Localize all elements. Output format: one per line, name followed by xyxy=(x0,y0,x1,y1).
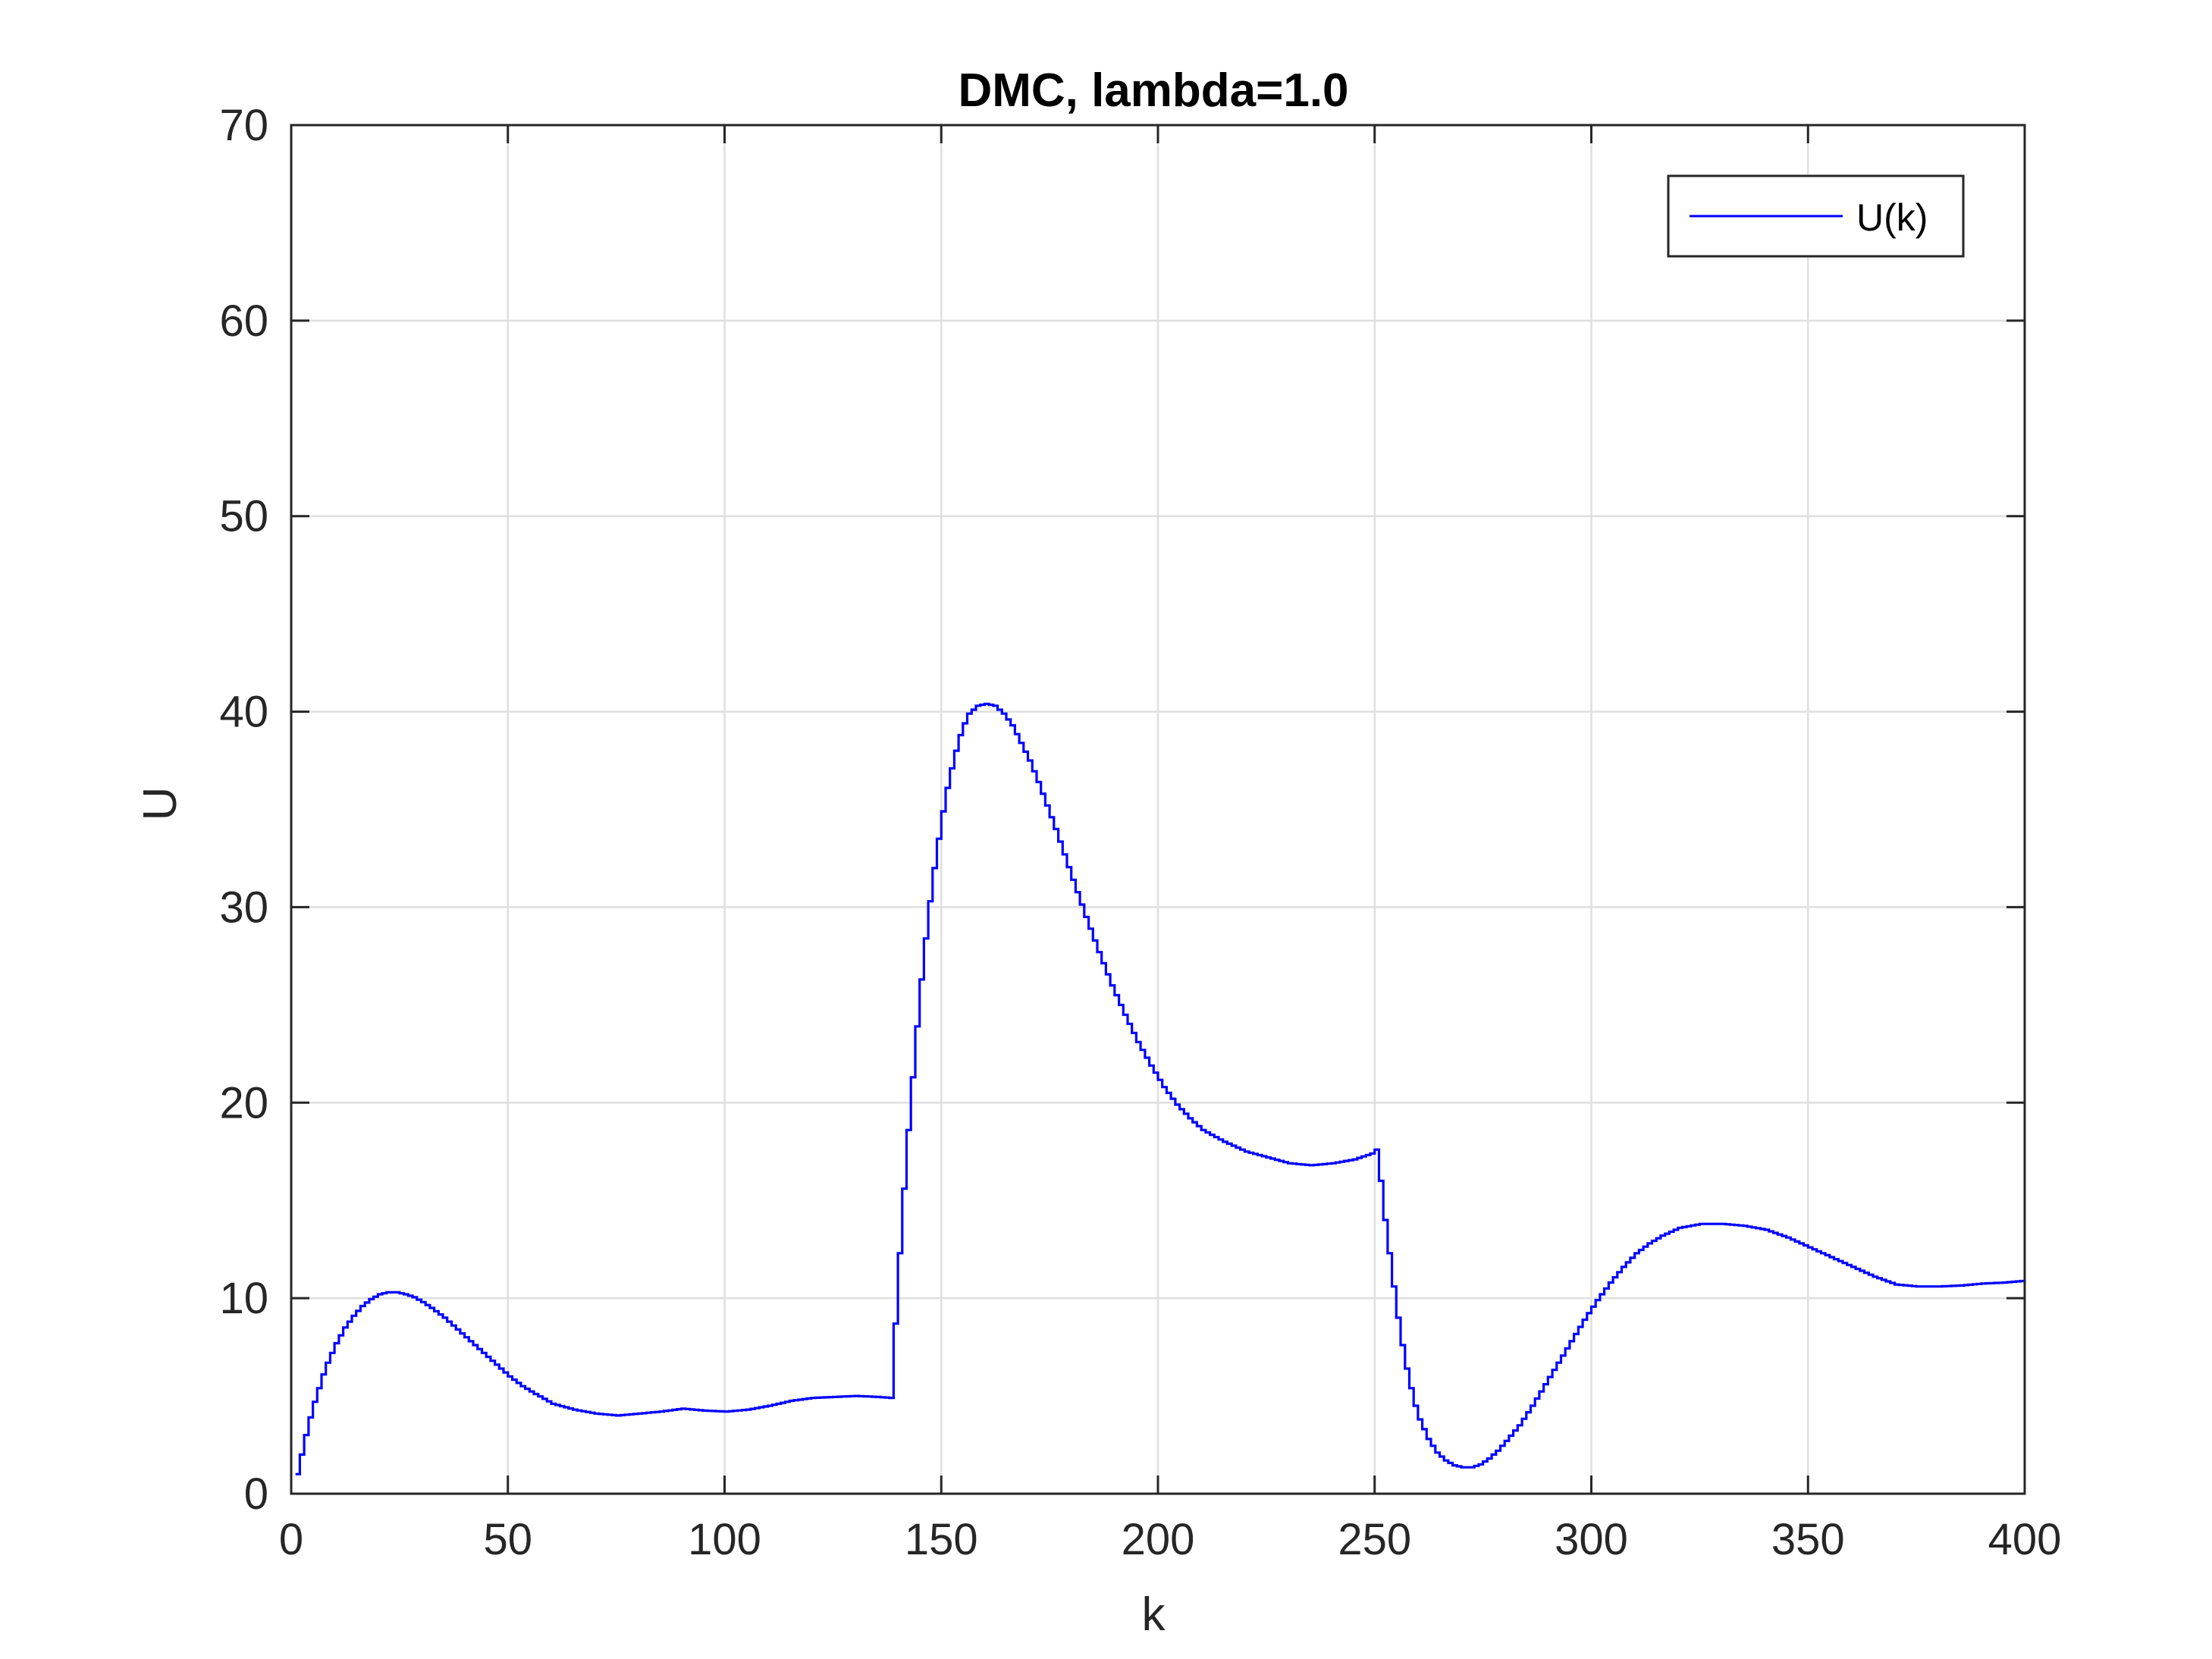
x-tick-label: 100 xyxy=(688,1515,761,1564)
chart-title: DMC, lambda=1.0 xyxy=(958,64,1348,117)
x-tick-label: 150 xyxy=(905,1515,978,1564)
x-tick-label: 200 xyxy=(1122,1515,1195,1564)
x-tick-label: 400 xyxy=(1988,1515,2062,1564)
grid xyxy=(291,125,2025,1494)
y-tick-label: 0 xyxy=(244,1469,268,1519)
y-tick-label: 10 xyxy=(219,1274,268,1323)
x-tick-label: 350 xyxy=(1771,1515,1845,1564)
y-axis-label: U xyxy=(134,787,187,821)
y-tick-label: 60 xyxy=(219,296,268,346)
y-tick-label: 20 xyxy=(219,1078,268,1127)
x-tick-label: 250 xyxy=(1338,1515,1411,1564)
series-line-u-k xyxy=(295,702,2026,1476)
x-axis-label: k xyxy=(1142,1588,1166,1641)
x-tick-label: 300 xyxy=(1555,1515,1628,1564)
y-tick-label: 40 xyxy=(219,688,268,737)
legend-entry-u-k: U(k) xyxy=(1856,196,1928,239)
y-tick-label: 30 xyxy=(219,883,268,932)
y-tick-label: 70 xyxy=(219,101,268,150)
y-tick-label: 50 xyxy=(219,492,268,541)
series-layer xyxy=(295,702,2026,1476)
ticks: 0 50 100 150 200 250 300 350 400 0 10 20 30 40 50 60 70 xyxy=(219,101,2061,1564)
x-tick-label: 50 xyxy=(483,1515,532,1564)
legend: U(k) xyxy=(1667,174,1965,258)
x-tick-label: 0 xyxy=(279,1515,303,1564)
